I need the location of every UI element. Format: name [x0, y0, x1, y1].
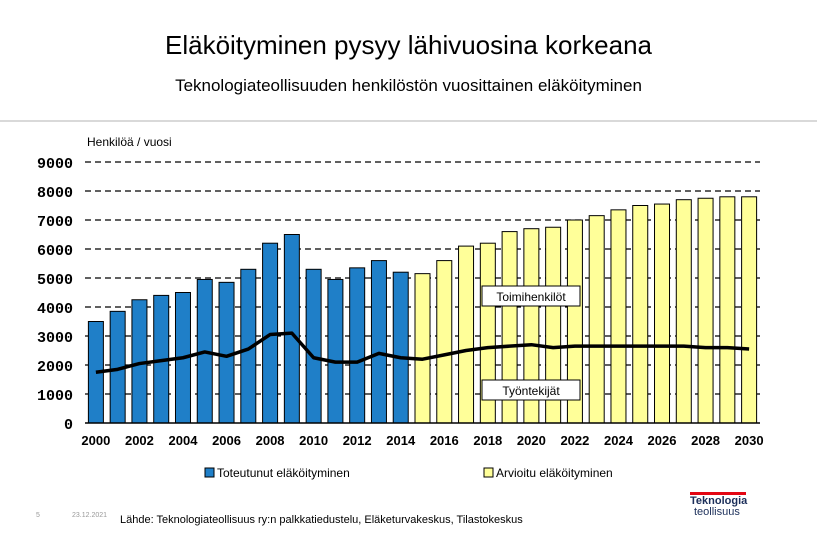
bar-forecast	[675, 199, 692, 424]
x-tick-label: 2016	[430, 433, 459, 448]
x-tick-label: 2000	[81, 433, 110, 448]
legend-swatch	[204, 467, 215, 478]
x-tick-label: 2024	[604, 433, 634, 448]
line-workers	[95, 331, 750, 374]
bar-actual	[283, 234, 300, 424]
y-tick-label: 4000	[37, 301, 73, 318]
x-tick-label: 2006	[212, 433, 241, 448]
y-tick-label: 0	[64, 417, 73, 434]
x-tick-label: 2030	[735, 433, 764, 448]
annotation-tyontekijat: Työntekijät	[502, 384, 560, 398]
bar-forecast	[632, 205, 649, 424]
bar-actual	[370, 260, 387, 424]
legend-label: Toteutunut eläköityminen	[217, 466, 350, 480]
annotation-box-toimihenkilot	[481, 285, 581, 307]
x-tick-label: 2018	[473, 433, 502, 448]
x-tick-label: 2026	[648, 433, 677, 448]
y-tick-label: 1000	[37, 388, 73, 405]
y-tick-label: 9000	[37, 156, 73, 173]
x-tick-label: 2014	[386, 433, 416, 448]
bar-actual	[218, 281, 235, 424]
x-tick-label: 2012	[343, 433, 372, 448]
legend-swatch	[483, 467, 494, 478]
page-subtitle: Teknologiateollisuuden henkilöstön vuosi…	[175, 76, 642, 95]
x-tick-label: 2004	[169, 433, 199, 448]
x-tick-label: 2020	[517, 433, 546, 448]
x-tick-label: 2008	[256, 433, 285, 448]
legend-label: Arvioitu eläköityminen	[496, 466, 613, 480]
bar-forecast	[610, 209, 627, 424]
x-tick-label: 2022	[560, 433, 589, 448]
x-tick-label: 2028	[691, 433, 720, 448]
bar-forecast	[414, 273, 431, 424]
x-tick-label: 2010	[299, 433, 328, 448]
bar-forecast	[458, 245, 475, 424]
page-title: Eläköityminen pysyy lähivuosina korkeana	[164, 30, 653, 60]
bar-actual	[392, 271, 409, 424]
bar-forecast	[741, 196, 758, 424]
page-number: 5	[36, 512, 40, 519]
y-tick-label: 5000	[37, 272, 73, 289]
logo-line2: teollisuus	[694, 506, 740, 518]
divider	[0, 120, 817, 122]
y-tick-label: 2000	[37, 359, 73, 376]
bar-forecast	[436, 260, 453, 424]
bar-forecast	[588, 215, 605, 424]
bar-actual	[327, 278, 344, 424]
y-tick-label: 8000	[37, 185, 73, 202]
annotation-toimihenkilot: Toimihenkilöt	[496, 290, 566, 304]
footer-date: 23.12.2021	[72, 512, 108, 519]
bar-forecast	[654, 203, 671, 424]
bar-forecast	[697, 197, 714, 424]
logo-line1: Teknologia	[690, 495, 748, 507]
bar-actual	[349, 267, 366, 424]
y-tick-label: 3000	[37, 330, 73, 347]
y-tick-label: 7000	[37, 214, 73, 231]
bar-forecast	[719, 196, 736, 424]
y-tick-label: 6000	[37, 243, 73, 260]
x-tick-label: 2002	[125, 433, 154, 448]
bar-actual	[305, 268, 322, 424]
source-note: Lähde: Teknologiateollisuus ry:n palkkat…	[120, 514, 523, 526]
y-axis-label: Henkilöä / vuosi	[87, 135, 172, 149]
company-logo: Teknologia teollisuus	[690, 492, 748, 518]
annotation-box-tyontekijat	[481, 379, 581, 401]
